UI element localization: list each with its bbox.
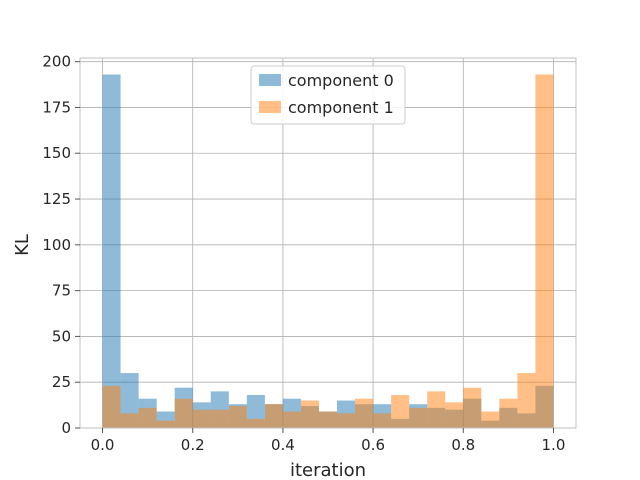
legend-swatch-component-1 [259, 101, 281, 113]
bars [102, 74, 554, 429]
bar-component-1-bin-24 [535, 74, 554, 429]
bar-component-1-bin-14 [355, 398, 374, 428]
bar-component-1-bin-1 [120, 413, 139, 428]
x-tick-label: 0.2 [181, 436, 205, 454]
bar-component-1-bin-8 [246, 418, 265, 428]
bar-component-1-bin-23 [517, 373, 536, 428]
y-tick-label: 175 [42, 98, 71, 116]
bar-component-1-bin-11 [300, 400, 319, 428]
y-tick-label: 200 [42, 53, 71, 71]
bar-component-1-bin-5 [192, 409, 211, 428]
legend-label-component-1: component 1 [288, 98, 394, 117]
y-axis-ticks: 0 25 50 75 100 125 150 175 200 [42, 53, 80, 437]
bar-component-1-bin-21 [481, 411, 500, 428]
y-tick-label: 150 [42, 144, 71, 162]
bar-component-1-bin-16 [391, 395, 410, 428]
y-tick-label: 50 [52, 327, 71, 345]
bar-component-1-bin-3 [156, 420, 175, 428]
bar-component-1-bin-4 [174, 398, 193, 428]
plot-frame [79, 57, 577, 429]
bar-component-1-bin-17 [409, 407, 428, 428]
bar-component-1-bin-9 [264, 404, 283, 428]
x-tick-label: 0.8 [451, 436, 475, 454]
bar-component-1-bin-13 [337, 413, 356, 428]
bar-component-1-bin-10 [282, 411, 301, 428]
legend: component 0 component 1 [250, 65, 406, 125]
bar-component-1-bin-2 [138, 407, 157, 428]
legend-box [250, 65, 406, 125]
y-axis-label: KL [12, 234, 33, 256]
y-tick-label: 25 [52, 373, 71, 391]
legend-swatch-component-0 [259, 74, 281, 86]
y-tick-label: 125 [42, 190, 71, 208]
series-component-1 [102, 74, 554, 429]
legend-label-component-0: component 0 [288, 71, 394, 90]
bar-component-1-bin-7 [228, 406, 247, 428]
bar-component-1-bin-22 [499, 398, 518, 428]
bar-component-1-bin-6 [210, 409, 229, 428]
bar-component-1-bin-0 [102, 385, 121, 428]
bar-component-1-bin-12 [318, 411, 338, 428]
bar-component-1-bin-18 [427, 391, 446, 428]
x-tick-label: 1.0 [542, 436, 566, 454]
x-axis-label: iteration [290, 460, 366, 480]
bar-component-1-bin-15 [373, 413, 392, 428]
x-tick-label: 0.4 [271, 436, 295, 454]
y-tick-label: 100 [42, 236, 71, 254]
bar-component-0-bin-0 [102, 74, 121, 429]
x-tick-label: 0.6 [361, 436, 385, 454]
y-tick-label: 75 [52, 282, 71, 300]
y-tick-label: 0 [61, 419, 71, 437]
x-axis-ticks: 0.0 0.2 0.4 0.6 0.8 1.0 [91, 428, 566, 454]
bar-component-1-bin-19 [445, 402, 464, 428]
bar-component-1-bin-20 [463, 387, 482, 428]
x-tick-label: 0.0 [91, 436, 115, 454]
